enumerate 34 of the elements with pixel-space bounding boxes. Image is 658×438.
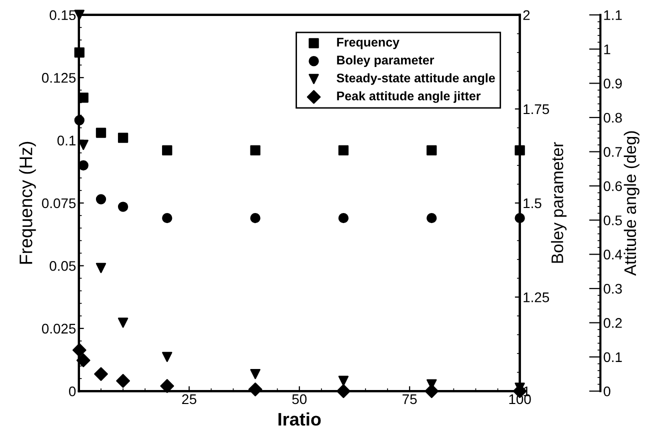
y2-tick-label: 1.5	[524, 198, 542, 208]
y3-tick-label: 1.1	[604, 10, 622, 20]
x-tick-label: 50	[292, 394, 307, 404]
y3-tick-label: 0.3	[604, 284, 622, 294]
y-tick-label: 0.125	[42, 72, 76, 83]
legend-label: Boley parameter	[337, 55, 434, 67]
y-tick-label: 0.05	[50, 261, 76, 271]
y2-tick-label: 1.25	[524, 292, 550, 302]
y3-axis-title: Attitude angle (deg)	[624, 131, 640, 276]
y-tick-label: 0.025	[42, 324, 76, 334]
x-tick-label: 25	[182, 394, 196, 404]
y-tick-label: 0.15	[50, 10, 76, 20]
y3-tick-label: 0.4	[604, 250, 622, 260]
y3-tick-label: 1	[604, 44, 610, 54]
y-tick-label: 0	[69, 386, 76, 396]
y3-tick-label: 0	[604, 386, 610, 396]
y3-tick-label: 0.1	[604, 352, 622, 362]
x-axis-title: Iratio	[278, 412, 321, 426]
legend-label: Steady-state attitude angle	[336, 73, 495, 85]
y3-tick-label: 0.9	[604, 78, 622, 88]
y3-tick-label: 0.5	[604, 215, 622, 226]
y2-tick-label: 2	[523, 10, 530, 20]
y2-tick-label: 1.75	[524, 104, 550, 114]
y3-tick-label: 0.2	[604, 318, 622, 328]
y-axis-title: Frequency (Hz)	[19, 142, 36, 264]
y-tick-label: 0.1	[57, 136, 76, 146]
y-tick-label: 0.075	[42, 198, 76, 208]
legend-label: Peak attitude angle jitter	[337, 91, 481, 103]
y3-tick-label: 0.6	[604, 181, 622, 192]
y3-tick-label: 0.7	[604, 147, 622, 157]
x-tick-label: 75	[402, 394, 417, 404]
legend-label: Frequency	[337, 38, 400, 50]
y3-tick-label: 0.8	[604, 112, 622, 123]
y2-axis-title: Boley parameter	[551, 142, 567, 263]
